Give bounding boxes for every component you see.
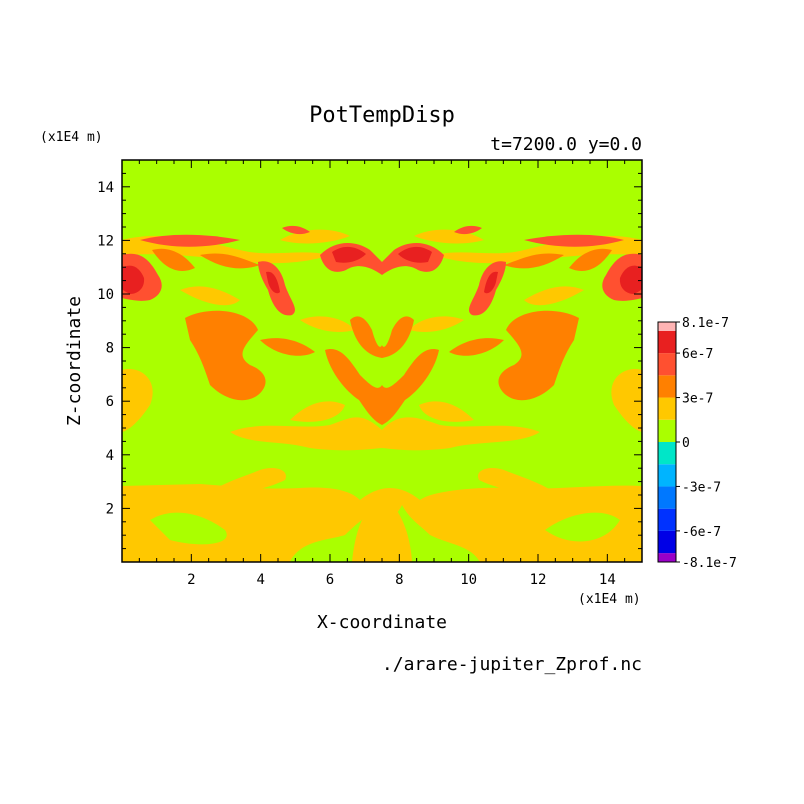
x-tick-label: 4 [256,572,264,588]
y-tick-label: 12 [97,233,114,249]
y-tick-label: 14 [97,180,114,196]
chart-subtitle: t=7200.0 y=0.0 [490,134,642,155]
positive-low-regions [122,229,642,562]
colorbar: 8.1e-7 6e-7 3e-7 0 -3e-7 -6e-7 -8.1e-7 [657,316,737,571]
x-tick-label: 12 [530,572,547,588]
x-unit-label: (x1E4 m) [578,592,641,607]
colorbar-label: -8.1e-7 [682,556,737,571]
y-tick-label: 10 [97,287,114,303]
y-tick-label: 8 [106,341,114,357]
colorbar-swatch [658,530,676,554]
colorbar-swatch [658,464,676,487]
colorbar-label: -6e-7 [682,525,721,540]
colorbar-swatch [658,486,676,509]
colorbar-label: 0 [682,436,690,451]
contour-field [122,160,642,562]
y-tick-label: 4 [106,448,114,464]
colorbar-swatch [658,442,676,465]
x-tick-label: 10 [460,572,477,588]
colorbar-label: -3e-7 [682,480,721,495]
y-unit-label: (x1E4 m) [40,130,103,145]
colorbar-swatch [658,419,676,442]
x-tick-label: 6 [326,572,334,588]
x-axis-label: X-coordinate [317,612,447,633]
colorbar-swatch [658,353,676,376]
colorbar-label: 6e-7 [682,347,713,362]
colorbar-label: 3e-7 [682,392,713,407]
y-tick-label: 6 [106,394,114,410]
x-axis: 2 4 6 8 10 12 14 [138,160,626,588]
colorbar-swatch [658,375,676,398]
x-tick-label: 14 [599,572,616,588]
colorbar-swatch [658,330,676,354]
colorbar-label: 8.1e-7 [682,316,729,331]
y-axis-label: Z-coordinate [64,296,85,426]
positive-max-regions [122,246,642,294]
colorbar-swatch [658,322,676,331]
x-tick-label: 8 [395,572,403,588]
colorbar-swatch [658,553,676,562]
chart-title: PotTempDisp [309,103,455,128]
y-axis: 2 4 6 8 10 12 14 [97,172,642,550]
x-tick-label: 2 [187,572,195,588]
y-tick-label: 2 [106,501,114,517]
colorbar-swatch [658,508,676,531]
source-filename: ./arare-jupiter_Zprof.nc [382,654,642,675]
positive-mid-regions [152,248,612,425]
colorbar-swatch [658,397,676,420]
